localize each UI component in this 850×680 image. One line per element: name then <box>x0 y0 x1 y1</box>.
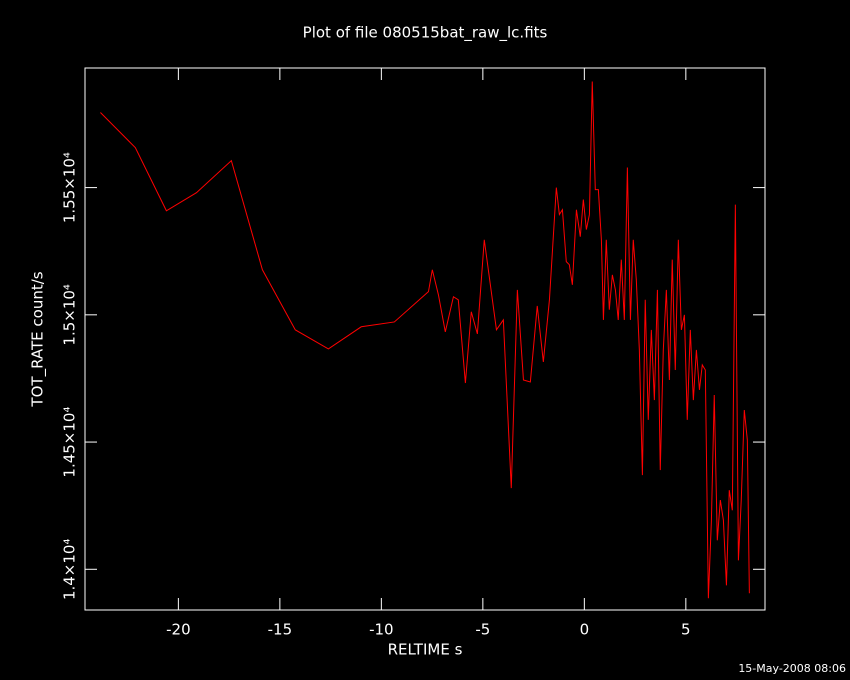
light-curve <box>100 81 750 599</box>
footer: 15-May-2008 08:06 <box>738 662 846 675</box>
plot-frame <box>84 67 766 611</box>
x-tick-label: 5 <box>681 621 691 639</box>
y-axis-label: TOT_RATE count/s <box>29 271 48 407</box>
chart-title: Plot of file 080515bat_raw_lc.fits <box>303 24 548 43</box>
x-tick-label: -10 <box>369 621 394 639</box>
y-tick-label: 1.55×10⁴ <box>61 152 79 223</box>
x-axis-label: RELTIME s <box>388 641 463 659</box>
x-tick-label: 0 <box>580 621 590 639</box>
x-tick-label: -5 <box>475 621 490 639</box>
y-tick-label: 1.4×10⁴ <box>61 539 79 601</box>
x-tick-label: -15 <box>268 621 293 639</box>
y-tick-label: 1.5×10⁴ <box>61 284 79 346</box>
x-tick-label: -20 <box>166 621 191 639</box>
y-tick-label: 1.45×10⁴ <box>61 407 79 478</box>
